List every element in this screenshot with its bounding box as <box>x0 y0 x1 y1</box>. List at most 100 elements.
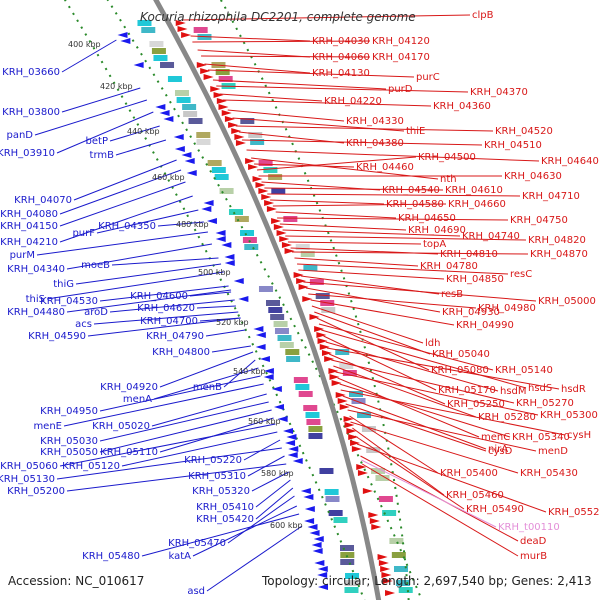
gene-label-krh_05200[interactable]: KRH_05200 <box>7 486 65 497</box>
gene-label-krh_04630[interactable]: KRH_04630 <box>504 171 562 182</box>
gene-label-krh_05030[interactable]: KRH_05030 <box>40 436 98 447</box>
gene-label-krh_04480[interactable]: KRH_04480 <box>7 307 65 318</box>
gene-label-krh_04950[interactable]: KRH_04950 <box>40 406 98 417</box>
gene-label-krh_04920[interactable]: KRH_04920 <box>100 382 158 393</box>
gene-label-krh_04060[interactable]: KRH_04060 <box>312 52 370 63</box>
gene-label-krh_05130[interactable]: KRH_05130 <box>0 474 55 485</box>
gene-label-ldh[interactable]: ldh <box>425 338 440 349</box>
gene-label-purm[interactable]: purM <box>10 250 35 261</box>
gene-label-purc[interactable]: purC <box>416 72 440 83</box>
gene-label-krh_03800[interactable]: KRH_03800 <box>2 107 60 118</box>
gene-label-krh_04150[interactable]: KRH_04150 <box>0 221 58 232</box>
gene-label-krh_05410[interactable]: KRH_05410 <box>196 502 254 513</box>
gene-label-krh_04690[interactable]: KRH_04690 <box>408 225 466 236</box>
gene-label-thig[interactable]: thiG <box>53 279 74 290</box>
gene-label-cysd[interactable]: cysD <box>488 446 513 457</box>
gene-label-krh_04590[interactable]: KRH_04590 <box>28 331 86 342</box>
gene-label-nth[interactable]: nth <box>440 174 457 185</box>
gene-label-menc[interactable]: menC <box>481 432 510 443</box>
gene-label-krh_04510[interactable]: KRH_04510 <box>484 140 542 151</box>
gene-label-topa[interactable]: topA <box>423 239 446 250</box>
gene-label-krh_04740[interactable]: KRH_04740 <box>462 231 520 242</box>
gene-label-mene[interactable]: menE <box>33 421 62 432</box>
gene-label-trmb[interactable]: trmB <box>90 150 115 161</box>
gene-label-kata[interactable]: katA <box>168 551 191 562</box>
gene-label-krh_05400[interactable]: KRH_05400 <box>440 468 498 479</box>
gene-label-krh_04850[interactable]: KRH_04850 <box>446 274 504 285</box>
gene-label-krh_04580[interactable]: KRH_04580 <box>386 199 444 210</box>
gene-label-murb[interactable]: murB <box>520 551 547 562</box>
gene-label-purf[interactable]: purF <box>72 228 95 239</box>
gene-label-krh_05430[interactable]: KRH_05430 <box>520 468 578 479</box>
gene-label-hsds[interactable]: hsdS <box>528 383 552 394</box>
gene-label-krh_04170[interactable]: KRH_04170 <box>372 52 430 63</box>
gene-label-krh_04930[interactable]: KRH_04930 <box>442 307 500 318</box>
gene-label-mend[interactable]: menD <box>538 446 568 457</box>
gene-label-hsdm[interactable]: hsdM <box>500 386 527 397</box>
gene-label-krh_04350[interactable]: KRH_04350 <box>98 221 156 232</box>
gene-label-krh_04120[interactable]: KRH_04120 <box>372 36 430 47</box>
gene-label-krh_05520[interactable]: KRH_05520 <box>548 507 600 518</box>
gene-label-krh_04380[interactable]: KRH_04380 <box>346 138 404 149</box>
gene-label-arod[interactable]: aroD <box>84 307 108 318</box>
gene-label-acs[interactable]: acs <box>75 319 92 330</box>
gene-label-krh_04650[interactable]: KRH_04650 <box>398 213 456 224</box>
gene-label-krh_05270[interactable]: KRH_05270 <box>516 398 574 409</box>
gene-label-krh_05310[interactable]: KRH_05310 <box>188 471 246 482</box>
gene-label-krh_04520[interactable]: KRH_04520 <box>495 126 553 137</box>
gene-label-krh_04360[interactable]: KRH_04360 <box>433 101 491 112</box>
gene-label-krh_04330[interactable]: KRH_04330 <box>346 116 404 127</box>
gene-label-krh_04500[interactable]: KRH_04500 <box>418 152 476 163</box>
gene-label-krh_04610[interactable]: KRH_04610 <box>445 185 503 196</box>
gene-label-krh_05480[interactable]: KRH_05480 <box>82 551 140 562</box>
gene-label-krh_05420[interactable]: KRH_05420 <box>196 514 254 525</box>
gene-label-resb[interactable]: resB <box>441 289 463 300</box>
gene-label-krh_04540[interactable]: KRH_04540 <box>382 185 440 196</box>
gene-label-krh_04340[interactable]: KRH_04340 <box>7 264 65 275</box>
gene-label-krh_t00110[interactable]: KRH_t00110 <box>498 522 560 533</box>
gene-label-hsdr[interactable]: hsdR <box>561 384 586 395</box>
gene-label-krh_04870[interactable]: KRH_04870 <box>530 249 588 260</box>
gene-label-purd[interactable]: purD <box>388 84 413 95</box>
gene-label-krh_05220[interactable]: KRH_05220 <box>184 455 242 466</box>
gene-label-mena[interactable]: menA <box>123 394 152 405</box>
gene-label-krh_05490[interactable]: KRH_05490 <box>466 504 524 515</box>
gene-label-krh_05470[interactable]: KRH_05470 <box>168 538 226 549</box>
gene-label-dead[interactable]: deaD <box>520 536 547 547</box>
gene-label-krh_05020[interactable]: KRH_05020 <box>92 421 150 432</box>
gene-label-krh_03910[interactable]: KRH_03910 <box>0 148 55 159</box>
gene-label-krh_05320[interactable]: KRH_05320 <box>192 486 250 497</box>
gene-label-krh_05170[interactable]: KRH_05170 <box>438 385 496 396</box>
gene-label-krh_04370[interactable]: KRH_04370 <box>470 87 528 98</box>
gene-label-krh_04710[interactable]: KRH_04710 <box>522 191 580 202</box>
gene-label-krh_05000[interactable]: KRH_05000 <box>538 296 596 307</box>
gene-label-krh_05050[interactable]: KRH_05050 <box>40 447 98 458</box>
gene-label-resc[interactable]: resC <box>510 269 532 280</box>
gene-label-krh_04800[interactable]: KRH_04800 <box>152 347 210 358</box>
gene-label-krh_04220[interactable]: KRH_04220 <box>324 96 382 107</box>
gene-label-krh_04460[interactable]: KRH_04460 <box>356 162 414 173</box>
gene-label-krh_05250[interactable]: KRH_05250 <box>447 399 505 410</box>
gene-label-krh_04820[interactable]: KRH_04820 <box>528 235 586 246</box>
gene-label-krh_04030[interactable]: KRH_04030 <box>312 36 370 47</box>
gene-label-krh_04130[interactable]: KRH_04130 <box>312 68 370 79</box>
gene-label-krh_05040[interactable]: KRH_05040 <box>432 349 490 360</box>
gene-label-pand[interactable]: panD <box>6 130 33 141</box>
gene-label-krh_03660[interactable]: KRH_03660 <box>2 67 60 78</box>
gene-label-krh_05140[interactable]: KRH_05140 <box>495 365 553 376</box>
gene-label-krh_04080[interactable]: KRH_04080 <box>0 209 58 220</box>
gene-label-krh_05120[interactable]: KRH_05120 <box>62 461 120 472</box>
gene-label-krh_04790[interactable]: KRH_04790 <box>146 331 204 342</box>
gene-label-clpb[interactable]: clpB <box>472 10 494 21</box>
gene-label-thie[interactable]: thiE <box>406 126 425 137</box>
gene-label-krh_05460[interactable]: KRH_05460 <box>446 490 504 501</box>
gene-label-krh_05060[interactable]: KRH_05060 <box>0 461 58 472</box>
gene-label-cysh[interactable]: cysH <box>567 430 591 441</box>
gene-label-krh_04620[interactable]: KRH_04620 <box>137 303 195 314</box>
gene-label-krh_05280[interactable]: KRH_05280 <box>478 412 536 423</box>
gene-label-krh_05340[interactable]: KRH_05340 <box>512 432 570 443</box>
gene-label-krh_04070[interactable]: KRH_04070 <box>14 195 72 206</box>
gene-label-betp[interactable]: betP <box>86 136 108 147</box>
gene-label-krh_05300[interactable]: KRH_05300 <box>540 410 598 421</box>
gene-label-krh_04600[interactable]: KRH_04600 <box>130 291 188 302</box>
